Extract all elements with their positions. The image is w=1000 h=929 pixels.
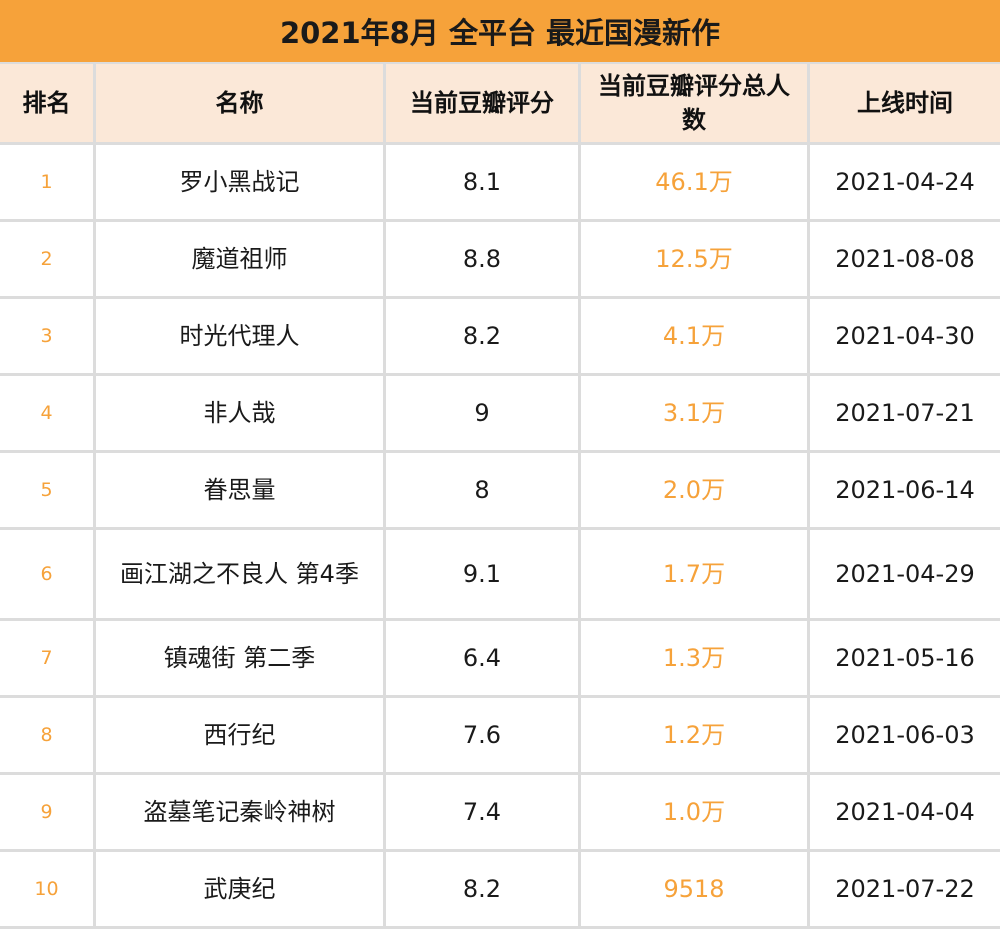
- cell-rank: 8: [0, 698, 96, 775]
- cell-rank: 10: [0, 852, 96, 929]
- cell-date: 2021-04-24: [810, 145, 1000, 222]
- cell-date: 2021-05-16: [810, 621, 1000, 698]
- table-title: 2021年8月 全平台 最近国漫新作: [0, 0, 1000, 62]
- cell-rank: 6: [0, 530, 96, 621]
- cell-score: 9.1: [386, 530, 581, 621]
- table-row: 4 非人哉 9 3.1万 2021-07-21: [0, 376, 1000, 453]
- cell-votes: 4.1万: [581, 299, 810, 376]
- cell-rank: 9: [0, 775, 96, 852]
- cell-name: 西行纪: [96, 698, 386, 775]
- ranking-table: 排名 名称 当前豆瓣评分 当前豆瓣评分总人数 上线时间 1 罗小黑战记 8.1 …: [0, 64, 1000, 929]
- cell-rank: 1: [0, 145, 96, 222]
- cell-votes: 1.7万: [581, 530, 810, 621]
- table-row: 10 武庚纪 8.2 9518 2021-07-22: [0, 852, 1000, 929]
- cell-score: 6.4: [386, 621, 581, 698]
- cell-date: 2021-04-29: [810, 530, 1000, 621]
- cell-name: 魔道祖师: [96, 222, 386, 299]
- cell-score: 7.4: [386, 775, 581, 852]
- table-row: 3 时光代理人 8.2 4.1万 2021-04-30: [0, 299, 1000, 376]
- cell-name: 非人哉: [96, 376, 386, 453]
- cell-score: 7.6: [386, 698, 581, 775]
- cell-date: 2021-04-30: [810, 299, 1000, 376]
- header-row: 排名 名称 当前豆瓣评分 当前豆瓣评分总人数 上线时间: [0, 64, 1000, 145]
- cell-name: 盗墓笔记秦岭神树: [96, 775, 386, 852]
- cell-votes: 1.3万: [581, 621, 810, 698]
- cell-score: 8.2: [386, 299, 581, 376]
- cell-score: 8.1: [386, 145, 581, 222]
- cell-votes: 2.0万: [581, 453, 810, 530]
- cell-name: 罗小黑战记: [96, 145, 386, 222]
- table-row: 2 魔道祖师 8.8 12.5万 2021-08-08: [0, 222, 1000, 299]
- table-row: 5 眷思量 8 2.0万 2021-06-14: [0, 453, 1000, 530]
- cell-rank: 5: [0, 453, 96, 530]
- cell-votes: 46.1万: [581, 145, 810, 222]
- table-row: 6 画江湖之不良人 第4季 9.1 1.7万 2021-04-29: [0, 530, 1000, 621]
- cell-name: 画江湖之不良人 第4季: [96, 530, 386, 621]
- cell-votes: 12.5万: [581, 222, 810, 299]
- header-date: 上线时间: [810, 64, 1000, 145]
- cell-votes: 1.2万: [581, 698, 810, 775]
- header-votes: 当前豆瓣评分总人数: [581, 64, 810, 145]
- cell-date: 2021-04-04: [810, 775, 1000, 852]
- cell-rank: 4: [0, 376, 96, 453]
- cell-score: 8: [386, 453, 581, 530]
- header-name: 名称: [96, 64, 386, 145]
- table-row: 7 镇魂街 第二季 6.4 1.3万 2021-05-16: [0, 621, 1000, 698]
- cell-score: 8.8: [386, 222, 581, 299]
- cell-score: 8.2: [386, 852, 581, 929]
- cell-date: 2021-07-21: [810, 376, 1000, 453]
- table-row: 8 西行纪 7.6 1.2万 2021-06-03: [0, 698, 1000, 775]
- cell-votes: 9518: [581, 852, 810, 929]
- cell-date: 2021-07-22: [810, 852, 1000, 929]
- cell-votes: 3.1万: [581, 376, 810, 453]
- cell-date: 2021-06-14: [810, 453, 1000, 530]
- cell-rank: 2: [0, 222, 96, 299]
- header-score: 当前豆瓣评分: [386, 64, 581, 145]
- table-row: 9 盗墓笔记秦岭神树 7.4 1.0万 2021-04-04: [0, 775, 1000, 852]
- cell-name: 镇魂街 第二季: [96, 621, 386, 698]
- table-row: 1 罗小黑战记 8.1 46.1万 2021-04-24: [0, 145, 1000, 222]
- cell-votes: 1.0万: [581, 775, 810, 852]
- cell-rank: 3: [0, 299, 96, 376]
- cell-date: 2021-08-08: [810, 222, 1000, 299]
- header-rank: 排名: [0, 64, 96, 145]
- cell-name: 时光代理人: [96, 299, 386, 376]
- cell-date: 2021-06-03: [810, 698, 1000, 775]
- cell-name: 武庚纪: [96, 852, 386, 929]
- cell-score: 9: [386, 376, 581, 453]
- cell-rank: 7: [0, 621, 96, 698]
- cell-name: 眷思量: [96, 453, 386, 530]
